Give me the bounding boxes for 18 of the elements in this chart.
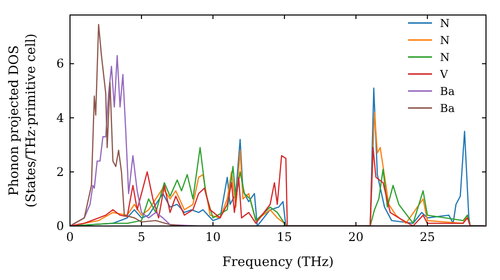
- y-tick-label: 4: [56, 110, 64, 125]
- legend-label: Ba: [440, 85, 456, 98]
- legend-label: N: [440, 34, 450, 47]
- x-tick-label: 0: [66, 230, 74, 244]
- x-tick-label: 10: [205, 230, 221, 244]
- y-axis-title: Phonon projected DOS (States/THz·primitive cell): [7, 33, 39, 208]
- y-tick-label: 6: [56, 56, 64, 71]
- legend-label: N: [440, 17, 450, 30]
- x-tick-label: 20: [348, 230, 364, 244]
- legend-label: Ba: [440, 102, 456, 115]
- x-tick-label: 25: [420, 230, 436, 244]
- legend-label: V: [439, 68, 449, 81]
- x-tick-label: 15: [276, 230, 292, 244]
- y-tick-label: 0: [56, 219, 64, 233]
- legend-label: N: [440, 51, 450, 64]
- x-axis-title: Frequency (THz): [222, 255, 334, 270]
- y-tick-label: 2: [56, 164, 64, 179]
- x-tick-label: 5: [138, 230, 146, 244]
